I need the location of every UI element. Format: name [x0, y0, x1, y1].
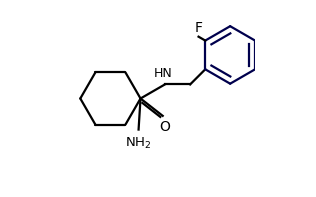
Text: NH$_2$: NH$_2$: [125, 136, 152, 151]
Text: O: O: [159, 120, 170, 134]
Text: HN: HN: [154, 67, 172, 80]
Text: F: F: [195, 21, 203, 35]
